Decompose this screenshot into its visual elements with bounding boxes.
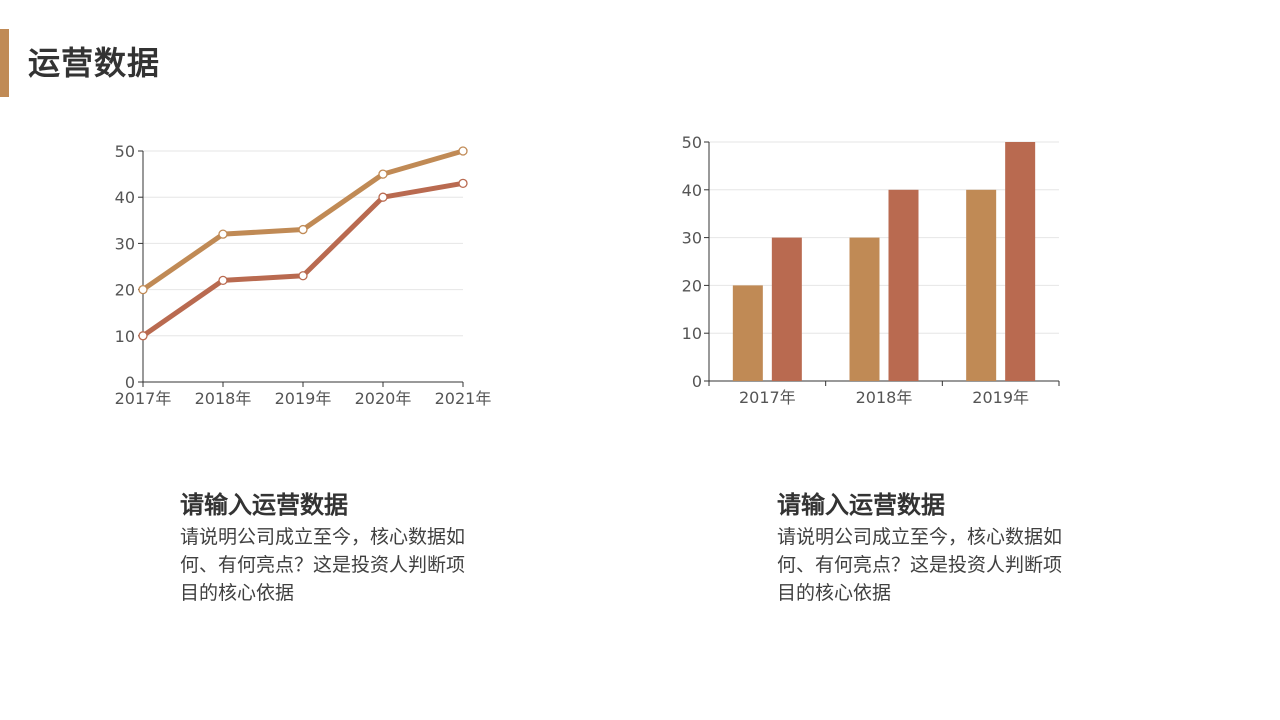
info-card-left: 请输入运营数据 请说明公司成立至今，核心数据如何、有何亮点？这是投资人判断项目的… [180,489,480,607]
data-point [378,169,388,179]
data-point [138,284,148,295]
card-body: 请说明公司成立至今，核心数据如何、有何亮点？这是投资人判断项目的核心依据 [777,526,1063,604]
bar-series-2 [888,189,919,381]
bar-series-1 [732,285,763,381]
data-point [298,271,308,281]
data-point [218,275,228,286]
x-tick-label: 2019年 [275,389,332,408]
data-point [458,178,468,188]
page-title: 运营数据 [28,44,161,82]
y-tick-label: 40 [682,181,702,200]
x-tick-label: 2018年 [195,389,252,408]
x-tick-label: 2020年 [355,389,412,408]
card-body: 请说明公司成立至今，核心数据如何、有何亮点？这是投资人判断项目的核心依据 [180,526,466,604]
y-tick-label: 0 [692,372,702,391]
data-point [298,224,308,235]
y-tick-label: 20 [682,276,702,295]
title-accent-bar [0,29,9,97]
y-tick-label: 30 [682,229,702,248]
x-tick-label: 2021年 [435,389,492,408]
card-title: 请输入运营数据 [777,491,945,519]
y-tick-label: 10 [115,327,135,346]
data-point [458,146,468,156]
y-tick-label: 50 [115,142,135,161]
x-tick-label: 2017年 [115,389,172,408]
y-tick-label: 20 [115,281,135,300]
card-title: 请输入运营数据 [180,491,348,519]
bar-series-1 [849,237,880,381]
bar-series-2 [771,237,802,381]
data-point [138,331,148,341]
data-point [378,192,388,202]
y-tick-label: 40 [115,188,135,207]
y-tick-label: 50 [682,133,702,152]
y-tick-label: 30 [115,234,135,253]
bar-series-2 [1005,142,1036,381]
data-point [218,229,228,239]
x-tick-label: 2019年 [972,388,1029,407]
bar-series-1 [966,189,997,381]
x-tick-label: 2017年 [739,388,796,407]
info-card-right: 请输入运营数据 请说明公司成立至今，核心数据如何、有何亮点？这是投资人判断项目的… [777,489,1077,607]
x-tick-label: 2018年 [856,388,913,407]
y-tick-label: 10 [682,324,702,343]
y-tick-label: 0 [125,373,135,392]
